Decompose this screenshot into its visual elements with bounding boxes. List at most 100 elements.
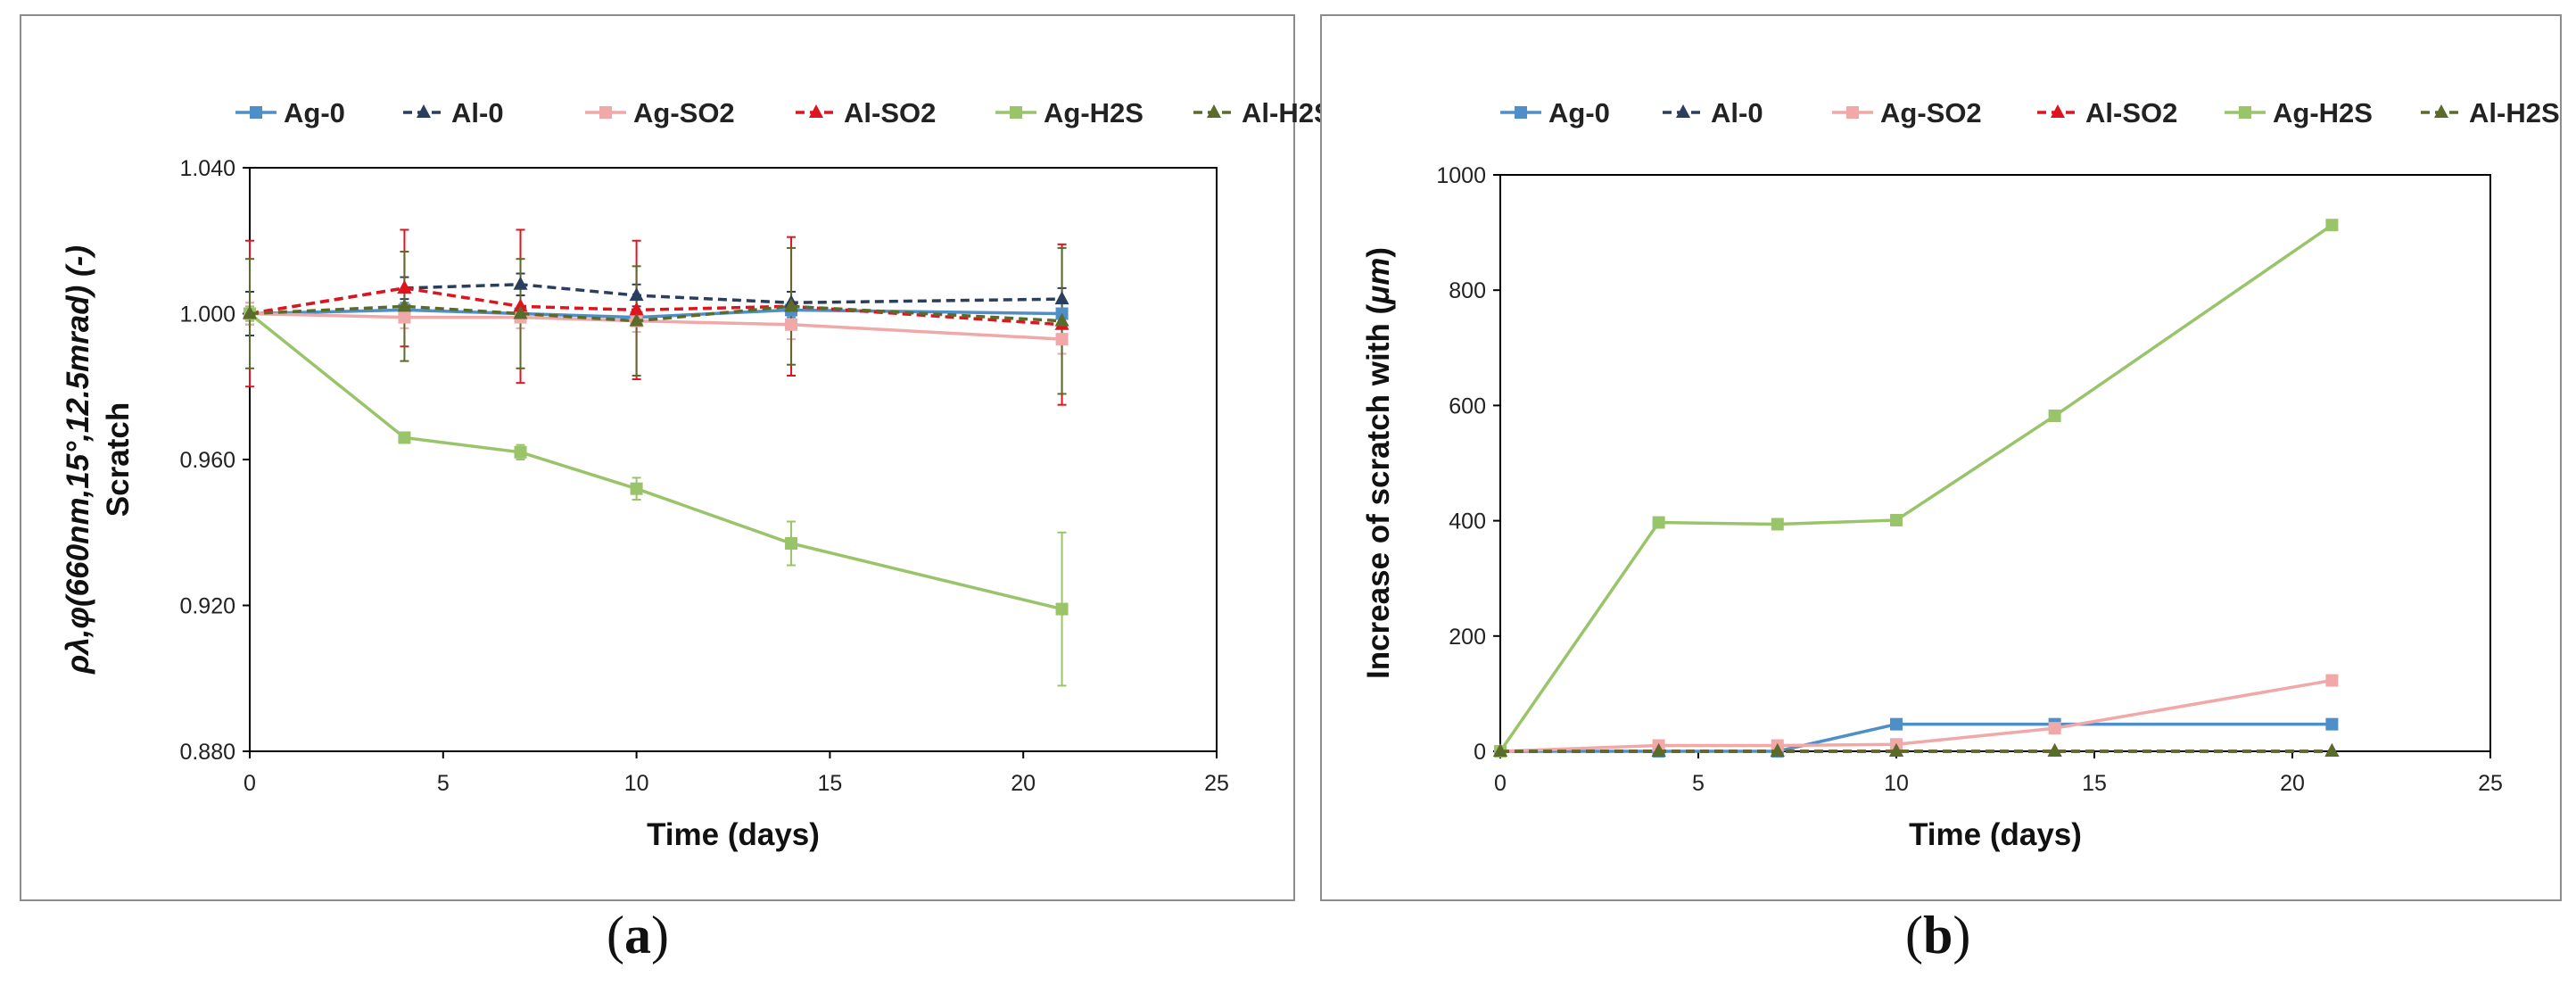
c1-point-Ag-H2S — [1890, 513, 1903, 526]
c1-point-Ag-H2S — [2325, 219, 2339, 232]
c0-y-axis-title-line2: Scratch — [101, 402, 136, 517]
c0-point-Ag-H2S — [785, 537, 798, 551]
c1-point-Al-H2S — [2047, 743, 2062, 757]
c0-point-Ag-H2S — [398, 431, 411, 444]
c0-y-tick-label: 0.920 — [179, 594, 235, 619]
c0-point-Al-SO2 — [513, 298, 528, 312]
c1-legend-label-Ag-SO2: Ag-SO2 — [1880, 97, 1982, 128]
c0-legend-marker-Ag-SO2 — [599, 106, 612, 119]
c0-point-Al-SO2 — [397, 279, 412, 294]
c1-point-Ag-0 — [2325, 717, 2339, 731]
c0-legend-label-Al-SO2: Al-SO2 — [844, 97, 936, 128]
c1-legend-label-Al-H2S: Al-H2S — [2469, 97, 2560, 128]
c0-x-tick-label: 5 — [437, 771, 450, 796]
c1-legend-label-Al-0: Al-0 — [1711, 97, 1763, 128]
c0-y-tick-label: 0.960 — [179, 448, 235, 473]
c0-legend-marker-Ag-0 — [250, 106, 262, 119]
c0-series-line-Ag-SO2 — [249, 311, 1062, 341]
c1-y-axis-title-unit: μm — [1361, 258, 1396, 305]
c1-y-tick-label: 400 — [1449, 509, 1486, 534]
c0-point-Al-H2S — [513, 305, 528, 319]
c0-point-Al-H2S — [1054, 312, 1069, 327]
c0-legend-label-Ag-SO2: Ag-SO2 — [633, 97, 735, 128]
c1-point-Ag-H2S — [2048, 410, 2061, 423]
c0-point-Al-0 — [629, 287, 644, 302]
chart-a-svg: 0.880 0.920 0.960 1.000 1.040 0 5 10 15 20 25 Time … — [61, 97, 1333, 852]
c1-x-tick-label: 15 — [2082, 771, 2107, 796]
c0-point-Ag-SO2 — [785, 318, 798, 331]
c0-point-Ag-H2S — [1055, 602, 1069, 616]
c1-x-tick-label: 25 — [2478, 771, 2503, 796]
c0-legend-marker-Al-0 — [417, 104, 431, 118]
c1-point-Al-H2S — [1651, 743, 1666, 757]
c0-legend-label-Ag-H2S: Ag-H2S — [1044, 97, 1144, 128]
c1-x-tick-label: 0 — [1494, 771, 1507, 796]
c1-legend-label-Ag-H2S: Ag-H2S — [2273, 97, 2373, 128]
c0-y-tick-label: 1.000 — [179, 302, 235, 327]
panel-label-a: (a) — [607, 906, 669, 965]
c1-x-axis-title: Time (days) — [1909, 817, 2082, 852]
c1-point-Al-H2S — [1889, 743, 1903, 757]
c1-point-Ag-0 — [1890, 717, 1903, 731]
c1-x-tick-label: 5 — [1692, 771, 1705, 796]
c1-legend-label-Al-SO2: Al-SO2 — [2085, 97, 2177, 128]
c1-y-axis-title-suffix: ) — [1361, 247, 1396, 258]
c0-series-line-Al-H2S — [249, 304, 1062, 323]
c1-point-Al-H2S — [2324, 743, 2340, 757]
chart-panel-a: 0.880 0.920 0.960 1.000 1.040 0 5 10 15 20 25 Time … — [20, 14, 1333, 901]
c0-x-axis-title: Time (days) — [647, 817, 820, 852]
c1-y-axis-title: Increase of scratch with (μm) — [1361, 247, 1396, 679]
c0-point-Ag-SO2 — [398, 311, 411, 324]
c0-y-tick-label: 0.880 — [179, 740, 235, 765]
c0-point-Ag-H2S — [514, 445, 527, 459]
c1-x-tick-label: 20 — [2280, 771, 2305, 796]
panel-label-b: (b) — [1905, 906, 1971, 965]
c0-point-Ag-H2S — [630, 482, 643, 495]
c0-plot-area — [249, 167, 1218, 752]
c1-y-tick-label: 800 — [1449, 278, 1486, 303]
c0-legend-label-Ag-0: Ag-0 — [284, 97, 345, 128]
c1-legend-marker-Al-0 — [1676, 104, 1690, 118]
c0-x-tick-label: 15 — [817, 771, 842, 796]
c1-y-axis-title-prefix: Increase of scratch with ( — [1361, 304, 1396, 679]
c1-y-tick-label: 200 — [1449, 625, 1486, 650]
c0-legend-marker-Ag-H2S — [1010, 106, 1022, 119]
c0-legend-marker-Al-H2S — [1207, 104, 1221, 118]
c0-legend-label-Al-0: Al-0 — [451, 97, 504, 128]
c1-legend-marker-Al-H2S — [2434, 104, 2448, 118]
c1-legend-marker-Al-SO2 — [2051, 104, 2065, 118]
c1-plot-area — [1499, 174, 2491, 752]
c0-point-Al-0 — [1054, 291, 1069, 305]
c0-point-Al-H2S — [243, 305, 257, 319]
c0-point-Al-H2S — [784, 298, 799, 312]
c1-point-Ag-H2S — [1652, 516, 1665, 529]
c1-legend-marker-Ag-SO2 — [1846, 106, 1859, 119]
c1-point-Ag-SO2 — [2325, 674, 2339, 687]
c1-point-Ag-H2S — [1771, 518, 1784, 531]
c1-legend-label-Ag-0: Ag-0 — [1548, 97, 1610, 128]
c1-point-Al-H2S — [1770, 743, 1785, 757]
chart-panel-b: 0 200 400 600 800 1000 0 5 10 15 20 25 Time (days) In… — [1320, 14, 2562, 901]
c0-point-Al-SO2 — [629, 302, 644, 316]
c1-series-line-Ag-SO2 — [1499, 678, 2332, 753]
c0-series-line-Ag-H2S — [248, 312, 1062, 611]
c0-x-tick-label: 10 — [624, 771, 649, 796]
chart-b-svg: 0 200 400 600 800 1000 0 5 10 15 20 25 Time (days) In… — [1361, 97, 2560, 852]
c0-point-Ag-SO2 — [1055, 333, 1069, 346]
c1-point-Al-H2S — [1493, 743, 1507, 757]
c1-y-tick-label: 600 — [1449, 393, 1486, 418]
c0-point-Al-H2S — [629, 312, 644, 327]
c0-y-axis-title-line1: ρλ,φ(660nm,15°,12.5mrad) (-) — [61, 245, 95, 675]
c1-y-tick-label: 0 — [1474, 740, 1486, 765]
c1-point-Ag-SO2 — [2048, 722, 2061, 735]
c0-x-tick-label: 0 — [244, 771, 256, 796]
c1-x-tick-label: 10 — [1884, 771, 1909, 796]
c0-x-tick-label: 25 — [1204, 771, 1229, 796]
c0-legend-label-Al-H2S: Al-H2S — [1242, 97, 1333, 128]
c0-x-tick-label: 20 — [1011, 771, 1036, 796]
c0-y-tick-label: 1.040 — [179, 156, 235, 181]
c1-series-line-Ag-H2S — [1499, 223, 2333, 752]
c1-y-tick-label: 1000 — [1436, 163, 1486, 188]
c0-point-Al-H2S — [397, 298, 412, 312]
c1-legend-marker-Ag-H2S — [2239, 106, 2251, 119]
